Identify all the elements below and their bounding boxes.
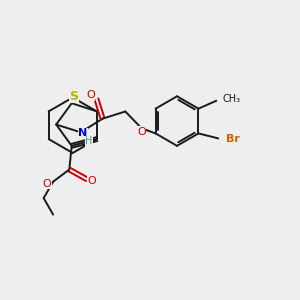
Text: O: O	[86, 90, 95, 100]
Text: H: H	[85, 136, 92, 146]
Text: O: O	[137, 127, 146, 137]
Text: N: N	[78, 128, 87, 138]
Text: O: O	[43, 178, 52, 189]
Text: O: O	[88, 176, 96, 186]
Text: S: S	[69, 90, 78, 103]
Text: Br: Br	[226, 134, 240, 144]
Text: CH₃: CH₃	[222, 94, 240, 104]
